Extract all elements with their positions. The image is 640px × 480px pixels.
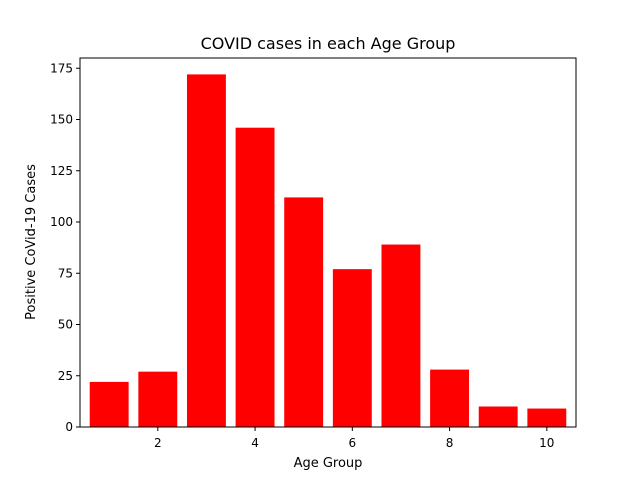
- x-tick-label: 2: [154, 436, 162, 450]
- y-tick-label: 25: [58, 369, 73, 383]
- bar-age-group-10: [527, 408, 567, 427]
- y-tick-label: 75: [58, 266, 73, 280]
- bar-age-group-4: [235, 127, 275, 427]
- bar-age-group-3: [186, 74, 226, 428]
- y-tick-label: 50: [58, 318, 73, 332]
- bar-age-group-5: [284, 197, 324, 427]
- y-axis-label: Positive CoVid-19 Cases: [24, 164, 39, 320]
- x-axis-label: Age Group: [294, 456, 363, 471]
- bar-age-group-8: [430, 369, 470, 427]
- y-axis-ticks: 0 25 50 75 100 125 150 175: [50, 61, 80, 434]
- x-tick-label: 8: [446, 436, 454, 450]
- bars-group: [89, 74, 567, 428]
- bar-age-group-2: [138, 371, 178, 427]
- bar-age-group-7: [381, 244, 421, 427]
- x-tick-label: 4: [251, 436, 259, 450]
- x-tick-label: 6: [348, 436, 356, 450]
- y-tick-label: 125: [50, 164, 73, 178]
- x-tick-label: 10: [539, 436, 554, 450]
- y-tick-label: 175: [50, 61, 73, 75]
- y-tick-label: 100: [50, 215, 73, 229]
- bar-age-group-1: [89, 381, 129, 427]
- chart-title: COVID cases in each Age Group: [201, 34, 456, 53]
- plot-frame: [79, 57, 577, 428]
- bar-age-group-6: [332, 269, 372, 427]
- x-axis-ticks: 2 4 6 8 10: [154, 427, 554, 450]
- bar-age-group-9: [478, 406, 518, 427]
- y-tick-label: 0: [65, 420, 73, 434]
- y-tick-label: 150: [50, 113, 73, 127]
